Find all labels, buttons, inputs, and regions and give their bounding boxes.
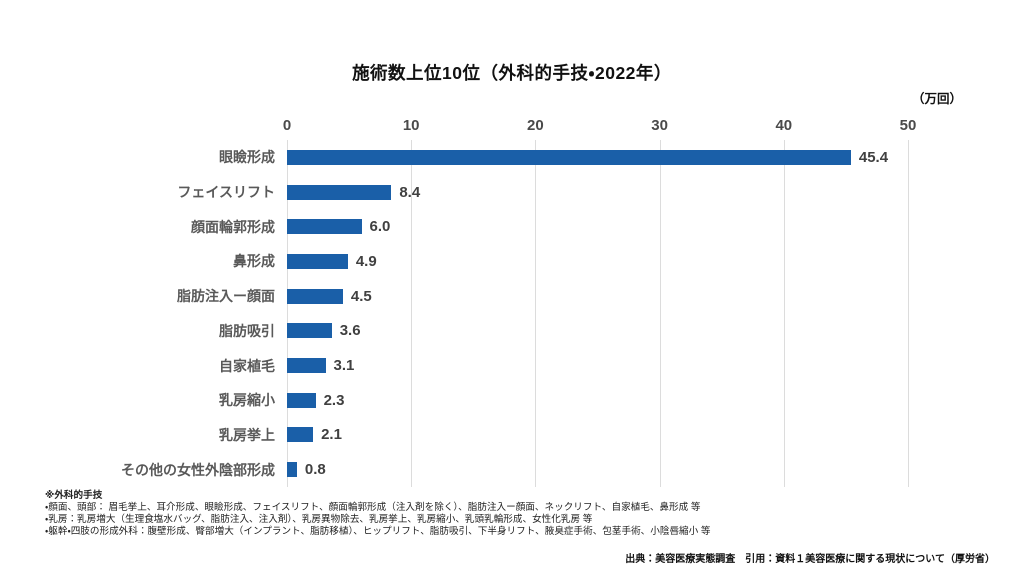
category-label: 鼻形成 — [233, 253, 275, 270]
category-label: その他の女性外陰部形成 — [121, 461, 275, 478]
bar-row: 乳房縮小 2.3 — [45, 383, 908, 418]
bar-row: 鼻形成 4.9 — [45, 244, 908, 279]
bar-track: 3.1 — [287, 348, 908, 383]
gridline — [783, 140, 785, 487]
bar — [287, 358, 326, 374]
x-tick-label: 0 — [282, 117, 292, 134]
gridline — [535, 140, 537, 487]
value-label: 45.4 — [858, 148, 889, 166]
category-label: 眼瞼形成 — [219, 149, 275, 166]
bar-track: 0.8 — [287, 452, 908, 487]
bar-track: 4.9 — [287, 244, 908, 279]
category-label: 脂肪注入ー顔面 — [177, 288, 275, 305]
gridline — [411, 140, 413, 487]
value-label: 0.8 — [304, 461, 326, 479]
bar-row: 眼瞼形成 45.4 — [45, 140, 908, 175]
bar-row: 顔面輪郭形成 6.0 — [45, 209, 908, 244]
x-tick-label: 50 — [899, 117, 917, 134]
gridline — [659, 140, 661, 487]
bar-track: 4.5 — [287, 279, 908, 314]
bar-row: 脂肪注入ー顔面 4.5 — [45, 279, 908, 314]
bar-row: フェイスリフト 8.4 — [45, 175, 908, 210]
bar-row: その他の女性外陰部形成 0.8 — [45, 452, 908, 487]
category-label: フェイスリフト — [177, 184, 275, 201]
bar-row: 自家植毛 3.1 — [45, 348, 908, 383]
value-label: 2.3 — [323, 391, 345, 409]
gridline — [908, 140, 909, 487]
gridlines — [287, 140, 909, 487]
value-label: 3.6 — [339, 322, 361, 340]
category-label: 脂肪吸引 — [219, 322, 275, 339]
category-label: 乳房縮小 — [219, 392, 275, 409]
x-axis: 0 10 20 30 40 50 — [283, 108, 917, 140]
bar — [287, 288, 343, 304]
value-label: 4.9 — [355, 252, 377, 270]
bar-track: 8.4 — [287, 175, 908, 210]
plot-area: 眼瞼形成 45.4 フェイスリフト 8.4 顔面輪郭形成 6.0 鼻形成 4.9 脂肪注入ー顔面… — [45, 140, 909, 487]
unit-label: （万回） — [911, 92, 962, 106]
bar-track: 2.1 — [287, 418, 908, 453]
source-note: 出典：美容医療実態調査 引用：資料１美容医療に関する現状について（厚労省） — [625, 554, 995, 565]
category-label: 自家植毛 — [219, 357, 275, 374]
bar-track: 45.4 — [287, 140, 908, 175]
value-label: 3.1 — [333, 357, 355, 375]
chart-title: 施術数上位10位（外科的手技・2022年） — [352, 63, 672, 83]
value-label: 4.5 — [350, 287, 372, 305]
bar-track: 3.6 — [287, 314, 908, 349]
footnote-line: ・乳房：乳房増大（生理食塩水バッグ、脂肪注入、注入剤）、乳房異物除去、乳房挙上、… — [45, 514, 593, 526]
bar-rows: 眼瞼形成 45.4 フェイスリフト 8.4 顔面輪郭形成 6.0 鼻形成 4.9 脂肪注入ー顔面… — [45, 140, 908, 487]
bar — [287, 392, 316, 408]
bar — [287, 149, 851, 165]
value-label: 8.4 — [399, 183, 421, 201]
bar-track: 6.0 — [287, 209, 908, 244]
category-label: 乳房挙上 — [219, 426, 275, 443]
x-tick-label: 40 — [775, 117, 793, 134]
x-tick-label: 30 — [651, 117, 668, 134]
bar-chart: 0 10 20 30 40 50 眼瞼形成 45.4 フェイスリフト 8.4 顔面輪郭形成 6.0 鼻… — [45, 108, 917, 487]
value-label: 2.1 — [321, 426, 342, 444]
x-tick-label: 10 — [402, 117, 420, 134]
bar — [287, 253, 348, 269]
gridline — [287, 140, 288, 487]
bar-row: 乳房挙上 2.1 — [45, 418, 908, 453]
x-tick-label: 20 — [527, 117, 544, 134]
category-label: 顔面輪郭形成 — [191, 218, 275, 235]
bar-track: 2.3 — [287, 383, 908, 418]
bar — [287, 323, 332, 339]
bar — [287, 184, 392, 200]
footnotes: ※外科的手技 ・顔面、頭部： 眉毛挙上、耳介形成、眼瞼形成、フェイスリフト、顔面… — [45, 490, 711, 538]
bar — [287, 462, 297, 478]
bar — [287, 427, 314, 443]
footnote-line: ・顔面、頭部： 眉毛挙上、耳介形成、眼瞼形成、フェイスリフト、顔面輪郭形成（注入… — [45, 502, 701, 514]
value-label: 6.0 — [369, 218, 391, 236]
footnote-line: ・躯幹・四肢の形成外科：腹壁形成、臀部増大（インプラント、脂肪移植）、ヒップリフ… — [45, 526, 711, 538]
footnote-heading: ※外科的手技 — [45, 490, 103, 501]
bar — [287, 219, 362, 235]
bar-row: 脂肪吸引 3.6 — [45, 314, 908, 349]
